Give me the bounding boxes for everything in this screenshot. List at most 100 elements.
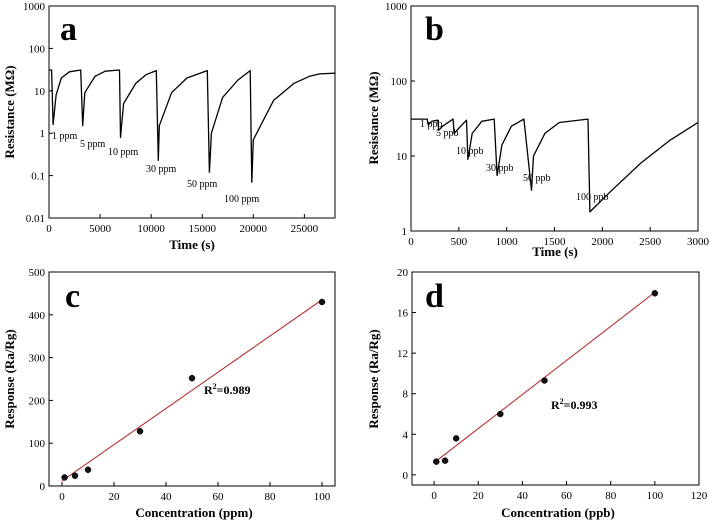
data-point bbox=[452, 435, 460, 442]
fit-line bbox=[61, 299, 323, 482]
panel-c-label: c bbox=[65, 278, 80, 315]
x-tick-label: 5000 bbox=[89, 223, 112, 235]
annotation-100ppb: 100 ppb bbox=[576, 192, 609, 203]
panel-c-plot bbox=[61, 298, 326, 482]
panel-b-resistance-chart: b Time (s) Resistance (MΩ) 0 500 1000 1500 2… bbox=[366, 1, 709, 259]
data-point bbox=[188, 374, 196, 382]
data-point bbox=[497, 410, 504, 418]
y-tick-label: 400 bbox=[29, 310, 46, 322]
panel-b-plot bbox=[411, 118, 699, 213]
x-tick-label: 80 bbox=[265, 491, 277, 503]
series-line bbox=[411, 118, 699, 213]
annotation-1ppm: 1 ppm bbox=[52, 131, 78, 142]
panel-c-frame bbox=[48, 271, 336, 487]
data-point bbox=[651, 290, 659, 297]
data-point bbox=[61, 474, 68, 481]
annotation-5ppb: 5 ppb bbox=[436, 128, 459, 139]
panel-d-label: d bbox=[425, 278, 444, 315]
panel-d-plot bbox=[433, 290, 659, 465]
annotation-30ppb: 30 ppb bbox=[486, 163, 514, 174]
panel-d-frame bbox=[411, 271, 700, 486]
data-point bbox=[71, 472, 79, 479]
x-tick-label: 20 bbox=[109, 491, 121, 503]
y-tick-label: 0.1 bbox=[31, 171, 45, 183]
x-tick-label: 25000 bbox=[291, 223, 319, 235]
x-tick-label: 20 bbox=[473, 490, 485, 502]
y-tick-label: 100 bbox=[391, 76, 408, 88]
y-tick-label: 8 bbox=[403, 389, 409, 401]
x-tick-label: 1500 bbox=[544, 236, 567, 248]
x-tick-label: 20000 bbox=[240, 223, 268, 235]
r-squared-superscript: 2 bbox=[213, 382, 217, 391]
x-tick-label: 2500 bbox=[639, 236, 662, 248]
annotation-1ppb: 1 ppb bbox=[420, 119, 443, 130]
y-tick-label: 200 bbox=[29, 395, 46, 407]
data-point bbox=[441, 457, 449, 464]
y-tick-label: 0.01 bbox=[26, 213, 45, 225]
annotation-5ppm: 5 ppm bbox=[80, 139, 106, 150]
x-tick-label: 3000 bbox=[687, 236, 709, 248]
annotation-100ppm: 100 ppm bbox=[224, 194, 260, 205]
panel-d-xlabel: Concentration (ppb) bbox=[501, 505, 615, 520]
panel-b-ylabel: Resistance (MΩ) bbox=[366, 71, 381, 164]
x-tick-label: 120 bbox=[691, 490, 708, 502]
panel-a-xlabel: Time (s) bbox=[169, 237, 215, 252]
panel-a-label: a bbox=[60, 11, 77, 48]
y-tick-label: 100 bbox=[29, 438, 46, 450]
annotation-30ppm: 30 ppm bbox=[146, 164, 177, 175]
panel-b-label: b bbox=[425, 11, 444, 48]
panel-c-ticks: 0 20 40 60 80 100 0 100 200 300 400 500 bbox=[29, 267, 331, 503]
panel-a-ylabel: Resistance (MΩ) bbox=[2, 65, 17, 158]
x-tick-label: 100 bbox=[314, 491, 331, 503]
panel-d-ylabel: Response (Ra/Rg) bbox=[366, 329, 381, 428]
r-squared-value: =0.989 bbox=[217, 383, 251, 397]
x-tick-label: 500 bbox=[451, 236, 468, 248]
series-line bbox=[49, 69, 336, 183]
r-squared-prefix: R bbox=[204, 383, 213, 397]
x-tick-label: 0 bbox=[59, 491, 65, 503]
panel-b-ticks: 0 500 1000 1500 2000 2500 3000 1 10 100 1000 bbox=[385, 1, 709, 248]
data-point bbox=[318, 298, 326, 306]
y-tick-label: 0 bbox=[403, 470, 409, 482]
panel-a-ticks: 0 5000 10000 15000 20000 25000 0.01 0.1 1 10 100 10… bbox=[23, 1, 319, 235]
y-tick-label: 1000 bbox=[23, 1, 46, 13]
panel-c-xlabel: Concentration (ppm) bbox=[135, 505, 252, 520]
x-tick-label: 10000 bbox=[137, 223, 165, 235]
panel-c-ylabel: Response (Ra/Rg) bbox=[2, 329, 17, 428]
x-tick-label: 15000 bbox=[188, 223, 216, 235]
x-tick-label: 0 bbox=[408, 236, 414, 248]
data-point bbox=[84, 466, 92, 473]
data-point bbox=[136, 427, 144, 435]
x-tick-label: 80 bbox=[605, 490, 617, 502]
y-tick-label: 1000 bbox=[385, 1, 408, 13]
x-tick-label: 60 bbox=[213, 491, 225, 503]
data-point bbox=[541, 377, 548, 384]
y-tick-label: 100 bbox=[29, 43, 46, 55]
y-tick-label: 4 bbox=[403, 429, 409, 441]
y-tick-label: 1 bbox=[402, 226, 408, 238]
y-tick-label: 0 bbox=[40, 481, 46, 493]
data-point bbox=[433, 458, 440, 465]
panel-d-ticks: 0 20 40 60 80 100 120 0 4 8 12 16 20 bbox=[397, 267, 708, 502]
annotation-50ppm: 50 ppm bbox=[187, 179, 218, 190]
panel-d-r-squared: R2=0.993 bbox=[551, 397, 598, 412]
y-tick-label: 10 bbox=[396, 151, 408, 163]
annotation-10ppb: 10 ppb bbox=[456, 146, 484, 157]
panel-d-response-chart: d Concentration (ppb) Response (Ra/Rg) 0… bbox=[366, 267, 708, 520]
panel-a-resistance-chart: a Time (s) Resistance (MΩ) 0 5000 10000 150… bbox=[2, 1, 336, 252]
x-tick-label: 100 bbox=[647, 490, 664, 502]
annotation-10ppm: 10 ppm bbox=[108, 147, 139, 158]
panel-c-r-squared: R2=0.989 bbox=[204, 382, 251, 397]
panel-b-xlabel: Time (s) bbox=[532, 244, 578, 259]
x-tick-label: 1000 bbox=[496, 236, 519, 248]
y-tick-label: 300 bbox=[29, 353, 46, 365]
panel-a-plot bbox=[49, 69, 336, 183]
panel-a-annotations: 1 ppm 5 ppm 10 ppm 30 ppm 50 ppm 100 ppm bbox=[52, 131, 260, 205]
x-tick-label: 40 bbox=[517, 490, 529, 502]
panel-b-annotations: 1 ppb 5 ppb 10 ppb 30 ppb 50 ppb 100 ppb bbox=[420, 119, 609, 203]
r-squared-prefix: R bbox=[551, 398, 560, 412]
panel-a-frame bbox=[48, 5, 336, 219]
y-tick-label: 12 bbox=[397, 348, 408, 360]
x-tick-label: 60 bbox=[561, 490, 573, 502]
